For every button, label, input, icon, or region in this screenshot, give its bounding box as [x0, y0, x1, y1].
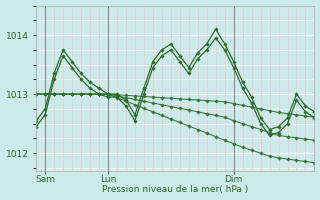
X-axis label: Pression niveau de la mer( hPa ): Pression niveau de la mer( hPa ) [102, 185, 248, 194]
